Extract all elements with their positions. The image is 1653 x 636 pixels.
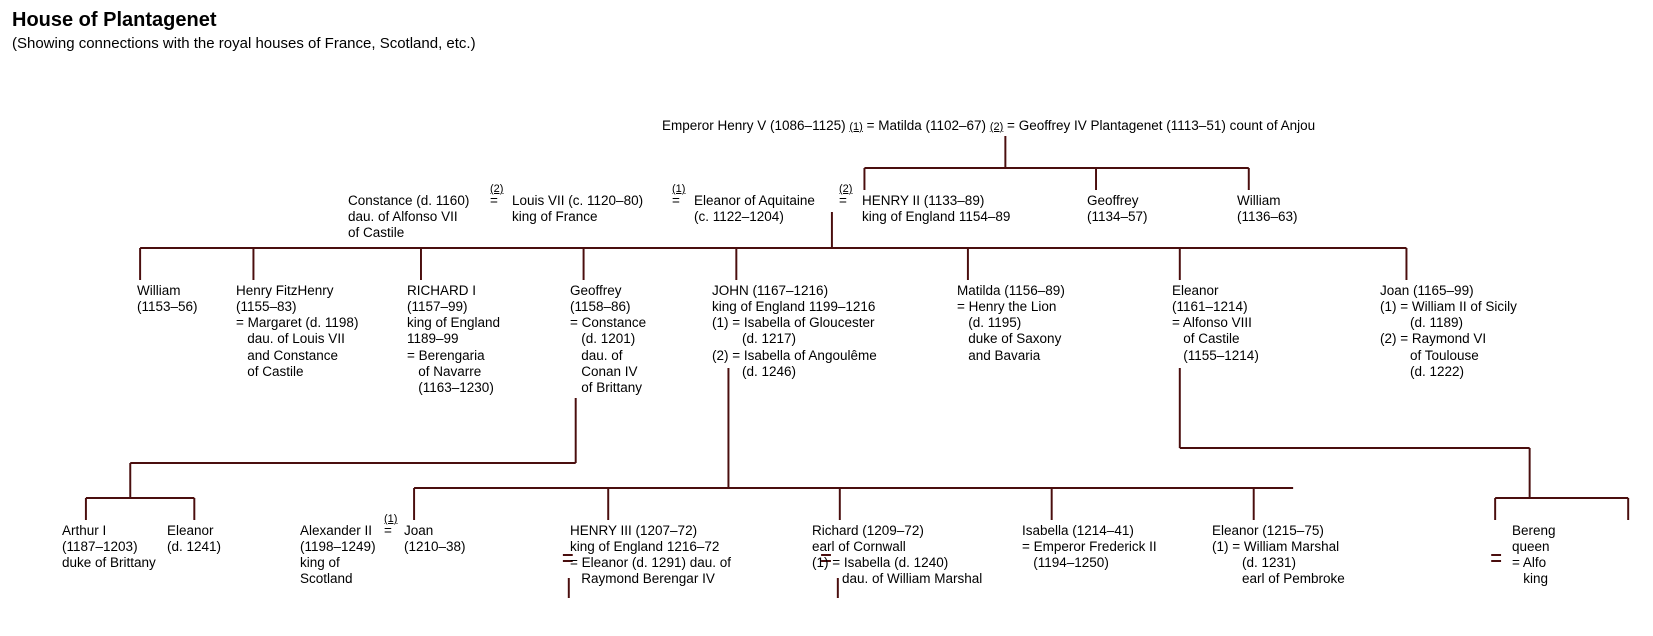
node-eleanor-1215: Eleanor (1215–75)(1) = William Marshal (… [1212,523,1345,588]
marriage-sup: (2)= [490,183,503,209]
node-geoffrey-1134: Geoffrey (1134–57) [1087,193,1148,225]
node-john: JOHN (1167–1216)king of England 1199–121… [712,283,877,380]
node-geoffrey-1158: Geoffrey(1158–86)= Constance (d. 1201) d… [570,283,646,396]
node-matilda-1156: Matilda (1156–89)= Henry the Lion (d. 11… [957,283,1065,364]
node-richard-cornwall: Richard (1209–72)earl of Cornwall(1) = I… [812,523,982,588]
marriage-sup: (2)= [839,183,852,209]
marriage-eq: = [1007,118,1019,133]
node-henry-v: Emperor Henry V (1086–1125) [662,118,846,133]
node-richard-i: RICHARD I(1157–99)king of England1189–99… [407,283,500,396]
node-henry-iii: HENRY III (1207–72)king of England 1216–… [570,523,731,588]
node-joan-1165: Joan (1165–99)(1) = William II of Sicily… [1380,283,1517,380]
marriage-eq: = [867,118,879,133]
gen0-row: Emperor Henry V (1086–1125) (1) = Matild… [662,118,1315,134]
node-berengaria-cut: Berengqueen= Alfo king [1512,523,1556,588]
marriage-2-sup: (2) [990,121,1003,133]
page-title: House of Plantagenet [12,8,1641,33]
node-geoffrey-iv: Geoffrey IV Plantagenet (1113–51) count … [1019,118,1315,133]
node-eleanor-1161: Eleanor(1161–1214)= Alfonso VIII of Cast… [1172,283,1259,364]
node-henry-fitzhenry: Henry FitzHenry(1155–83)= Margaret (d. 1… [236,283,358,380]
family-tree-chart: Emperor Henry V (1086–1125) (1) = Matild… [12,68,1641,628]
marriage-1-sup: (1) [849,121,862,133]
node-arthur-i: Arthur I(1187–1203)duke of Brittany [62,523,156,572]
node-joan-1210: Joan(1210–38) [404,523,466,555]
node-alexander-ii: Alexander II(1198–1249)king ofScotland [300,523,376,588]
node-henry-ii: HENRY II (1133–89) king of England 1154–… [862,193,1010,225]
node-louis-vii: Louis VII (c. 1120–80) king of France [512,193,643,225]
node-eleanor-brittany: Eleanor(d. 1241) [167,523,221,555]
node-william-1136: William (1136–63) [1237,193,1298,225]
page-subtitle: (Showing connections with the royal hous… [12,35,1641,54]
node-constance: Constance (d. 1160) dau. of Alfonso VII … [348,193,469,242]
node-william-1153: William(1153–56) [137,283,198,315]
node-matilda: Matilda (1102–67) [878,118,986,133]
node-eleanor-aquitaine: Eleanor of Aquitaine (c. 1122–1204) [694,193,815,225]
node-isabella-1214: Isabella (1214–41)= Emperor Frederick II… [1022,523,1157,572]
marriage-sup: (1)= [672,183,685,209]
marriage-sup: (1)= [384,513,397,539]
